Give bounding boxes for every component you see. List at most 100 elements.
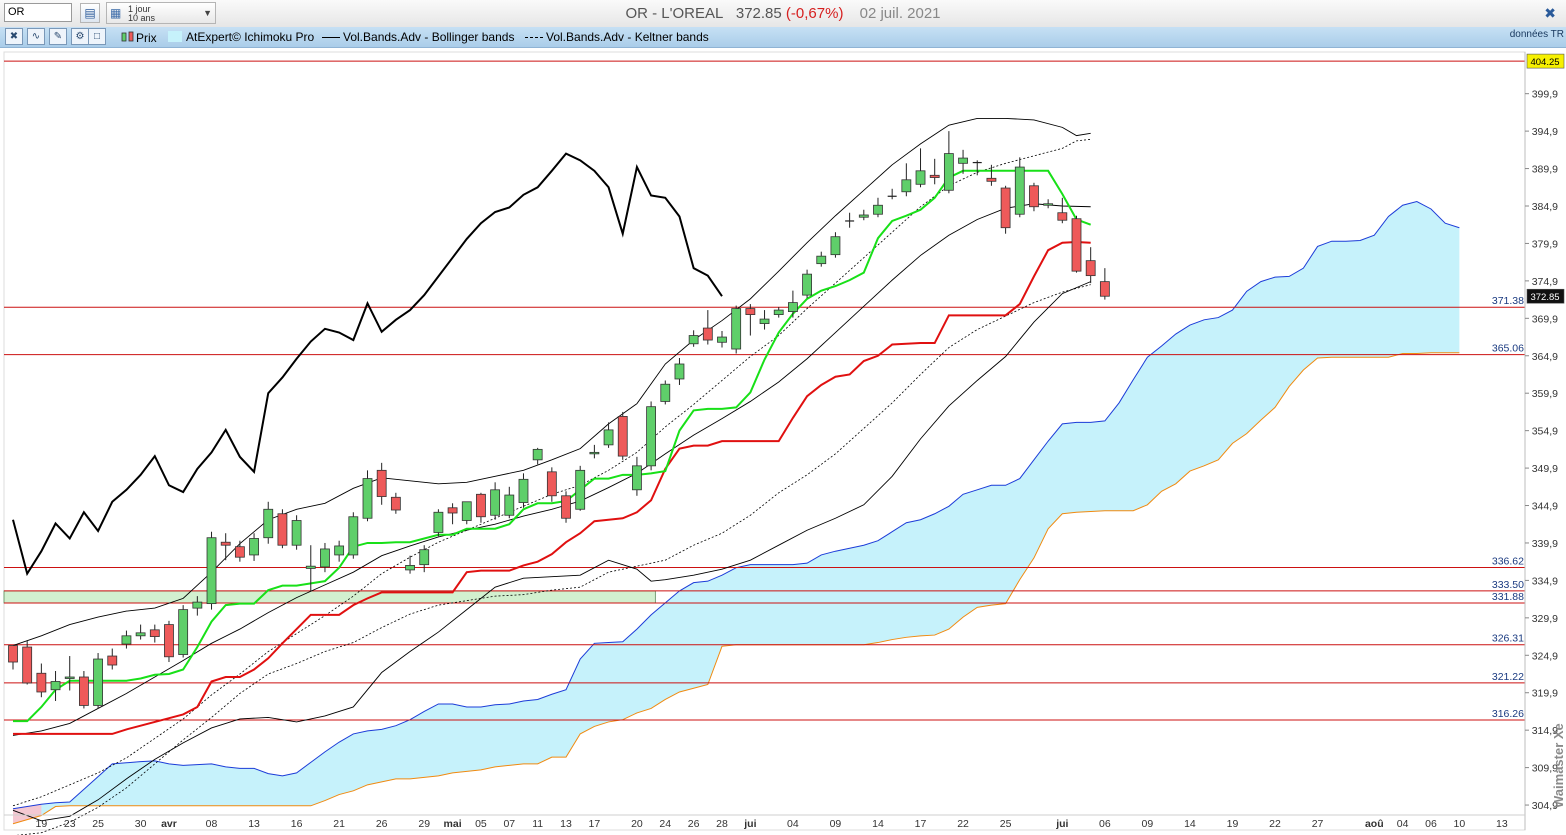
candle-body bbox=[149, 629, 160, 637]
x-tick-label: 29 bbox=[418, 818, 430, 830]
window-icon[interactable]: □ bbox=[88, 28, 106, 45]
candle-body bbox=[50, 681, 61, 691]
candle-body bbox=[305, 565, 316, 569]
y-tick-label: 374,9 bbox=[1532, 276, 1558, 288]
candle bbox=[22, 641, 33, 685]
candle bbox=[561, 491, 571, 523]
x-tick-label: 24 bbox=[659, 818, 671, 830]
x-tick-label: 06 bbox=[1425, 818, 1437, 830]
candle-body bbox=[603, 429, 614, 446]
candle bbox=[929, 158, 940, 185]
solid-line-icon bbox=[322, 37, 340, 38]
x-tick-label: 09 bbox=[830, 818, 842, 830]
candle bbox=[277, 509, 288, 549]
legend-ichimoku[interactable]: AtExpert© Ichimoku Pro bbox=[168, 30, 314, 44]
candle bbox=[646, 401, 656, 471]
legend-bollinger[interactable]: Vol.Bands.Adv - Bollinger bands bbox=[322, 30, 514, 44]
y-tick-label: 334,9 bbox=[1532, 575, 1558, 587]
legend-keltner-label: Vol.Bands.Adv - Keltner bands bbox=[546, 30, 709, 44]
candle bbox=[518, 473, 529, 508]
candle-body bbox=[759, 318, 770, 324]
candle bbox=[249, 533, 259, 561]
candle-body bbox=[575, 469, 586, 510]
candle bbox=[1014, 157, 1025, 218]
symbol-input[interactable]: OR bbox=[4, 3, 72, 22]
x-tick-label: aoû bbox=[1365, 818, 1384, 830]
x-tick-label: 07 bbox=[503, 818, 515, 830]
candle-body bbox=[688, 335, 699, 345]
y-tick-label: 349,9 bbox=[1532, 463, 1558, 475]
draw-tool-icon[interactable]: ✎ bbox=[49, 28, 67, 45]
candle bbox=[546, 467, 557, 502]
level-label: 321.22 bbox=[1492, 671, 1524, 683]
candle bbox=[660, 380, 671, 405]
legend-price[interactable]: Prix bbox=[120, 30, 157, 45]
candle-body bbox=[816, 255, 827, 265]
dashed-line-icon bbox=[525, 37, 543, 38]
keltner-upper bbox=[12, 138, 1091, 807]
y-tick-label: 319,9 bbox=[1532, 688, 1558, 700]
tools-icon[interactable]: ✖ bbox=[1544, 5, 1556, 21]
calendar-icon: ▦ bbox=[110, 6, 122, 20]
candle bbox=[149, 624, 160, 643]
candle-body bbox=[788, 302, 798, 312]
candle-body bbox=[93, 658, 103, 706]
period-selector[interactable]: ▦ 1 jour 10 ans ▼ bbox=[106, 2, 216, 24]
candle bbox=[490, 482, 501, 520]
x-tick-label: 27 bbox=[1312, 818, 1324, 830]
candle bbox=[447, 503, 458, 525]
candle-body bbox=[362, 478, 373, 519]
candle-body bbox=[632, 465, 642, 491]
x-tick-label: 13 bbox=[560, 818, 572, 830]
level-label: 371.38 bbox=[1492, 295, 1524, 307]
candle-body bbox=[22, 646, 33, 684]
candle-body bbox=[830, 236, 841, 256]
price-change: (-0,67%) bbox=[785, 5, 844, 22]
keltner-lower bbox=[16, 284, 1091, 835]
crosshair-icon[interactable]: ✖ bbox=[5, 28, 23, 45]
indicator-bar: ✖ ∿ ✎ ⚙ □ Prix AtExpert© Ichimoku Pro Vo… bbox=[0, 27, 1566, 48]
top-toolbar: OR ▤ ▦ 1 jour 10 ans ▼ OR - L'OREAL 372.… bbox=[0, 0, 1566, 28]
page-title: OR - L'OREAL 372.85 (-0,67%) 02 juil. 20… bbox=[0, 5, 1566, 22]
candle-body bbox=[64, 676, 75, 679]
candle-body bbox=[192, 601, 203, 609]
candle bbox=[433, 509, 444, 537]
candle bbox=[901, 163, 912, 197]
candle bbox=[419, 545, 430, 573]
candle bbox=[334, 540, 345, 562]
y-tick-label: 354,9 bbox=[1532, 426, 1558, 438]
candle bbox=[788, 290, 798, 318]
candle-body bbox=[121, 635, 132, 645]
candle bbox=[1071, 215, 1082, 273]
candle-body bbox=[490, 489, 501, 516]
x-tick-label: 14 bbox=[1184, 818, 1196, 830]
candle bbox=[702, 310, 713, 345]
candle-icon bbox=[121, 31, 134, 42]
x-tick-label: 17 bbox=[589, 818, 601, 830]
candle-body bbox=[958, 157, 968, 164]
candle-body bbox=[929, 174, 940, 178]
candle-body bbox=[1014, 166, 1025, 215]
period-interval: 1 jour bbox=[128, 4, 151, 14]
y-tick-label: 379,9 bbox=[1532, 238, 1558, 250]
x-tick-label: 26 bbox=[688, 818, 700, 830]
legend-ichimoku-label: AtExpert© Ichimoku Pro bbox=[186, 30, 315, 44]
candle bbox=[802, 269, 812, 299]
level-label: 316.26 bbox=[1492, 708, 1524, 720]
chevron-down-icon[interactable]: ▼ bbox=[203, 8, 212, 18]
x-tick-label: 30 bbox=[135, 818, 147, 830]
book-icon[interactable]: ▤ bbox=[80, 3, 100, 23]
line-style-icon[interactable]: ∿ bbox=[27, 28, 45, 45]
candle-body bbox=[419, 549, 430, 566]
legend-keltner[interactable]: Vol.Bands.Adv - Keltner bands bbox=[525, 30, 709, 44]
level-label: 336.62 bbox=[1492, 556, 1524, 568]
indicator-icon[interactable]: ⚙ bbox=[71, 28, 89, 45]
candle bbox=[107, 648, 118, 670]
candle-body bbox=[986, 177, 997, 182]
candle-body bbox=[1085, 260, 1096, 277]
candle-body bbox=[79, 676, 89, 706]
level-label: 333.50 bbox=[1492, 579, 1524, 591]
candle bbox=[532, 447, 543, 465]
candle bbox=[1057, 197, 1068, 224]
